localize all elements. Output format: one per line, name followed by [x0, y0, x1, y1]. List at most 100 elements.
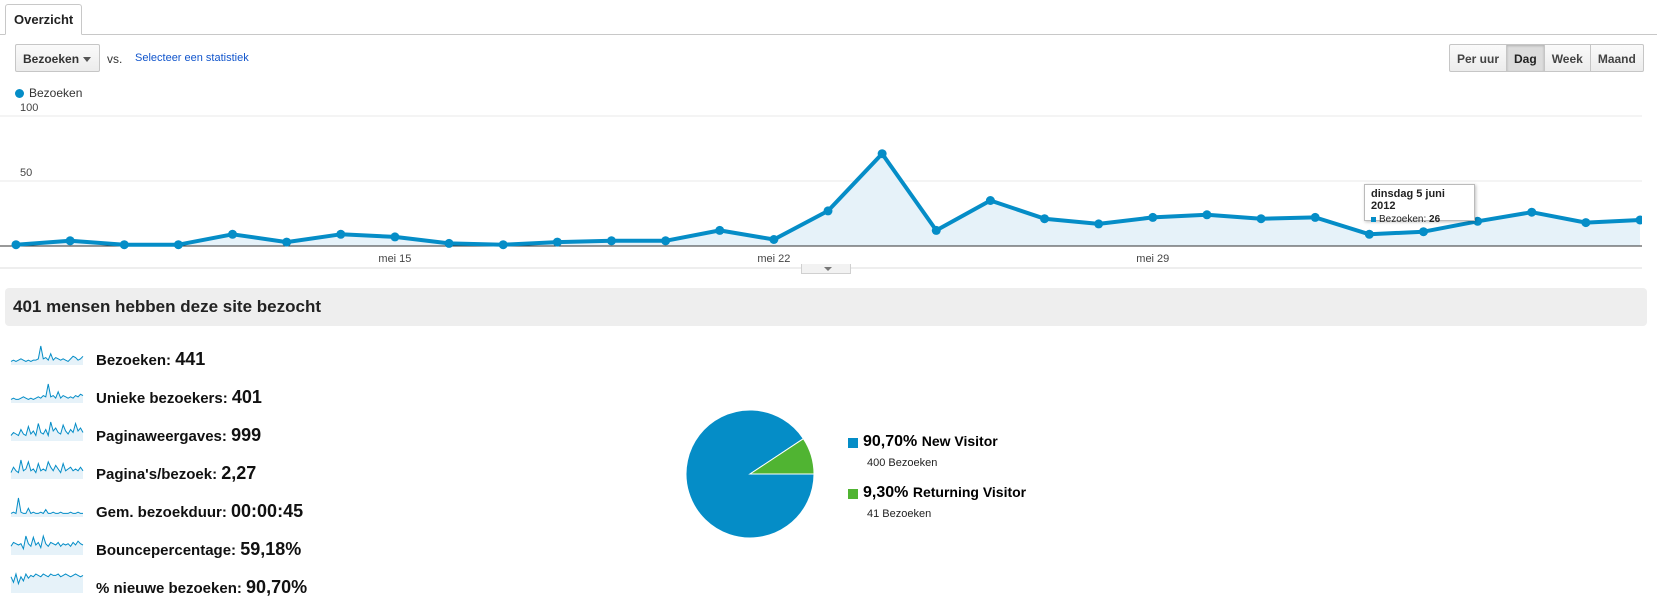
data-point[interactable]	[552, 237, 562, 247]
sparkline-icon	[10, 459, 84, 479]
sparkline-icon	[10, 497, 83, 517]
tooltip-value: 26	[1429, 214, 1441, 225]
tooltip-row: Bezoeken: 26	[1371, 214, 1468, 225]
data-point[interactable]	[1256, 214, 1266, 224]
sparkline-area	[11, 346, 83, 365]
sparkline-area	[11, 574, 83, 593]
chart-tooltip: dinsdag 5 juni 2012 Bezoeken: 26	[1364, 184, 1475, 225]
summary-title: 401 mensen hebben deze site bezocht	[13, 297, 321, 316]
data-point[interactable]	[1364, 229, 1374, 239]
metric-value: 90,70%	[246, 577, 308, 597]
new-visitor-visits: 400 Bezoeken	[867, 457, 938, 469]
chevron-down-icon	[83, 57, 91, 62]
tab-overzicht[interactable]: Overzicht	[5, 4, 83, 35]
select-metric-link[interactable]: Selecteer een statistiek	[135, 52, 249, 64]
chart-collapse-handle[interactable]	[801, 264, 851, 274]
metric-label: Pagina's/bezoek: 2,27	[96, 463, 256, 484]
metric-name: % nieuwe bezoeken:	[96, 580, 242, 597]
sparkline-line	[10, 572, 84, 586]
metric-label: Unieke bezoekers: 401	[96, 387, 262, 408]
sparkline-line	[10, 459, 84, 474]
data-point[interactable]	[1473, 216, 1483, 226]
metric-label: % nieuwe bezoeken: 90,70%	[96, 577, 307, 598]
data-point[interactable]	[1418, 227, 1428, 237]
sparkline-icon	[10, 572, 84, 593]
metric-value: 00:00:45	[231, 501, 304, 521]
metric-name: Bezoeken:	[96, 352, 172, 369]
summary-bar: 401 mensen hebben deze site bezocht	[5, 288, 1647, 326]
data-point[interactable]	[119, 240, 129, 250]
granularity-buttons: Per uur Dag Week Maand	[1449, 44, 1644, 72]
data-point[interactable]	[1202, 210, 1212, 220]
x-tick-label: mei 29	[1136, 253, 1169, 265]
week-button[interactable]: Week	[1544, 44, 1591, 72]
series-area-bezoeken	[16, 153, 1640, 246]
data-point[interactable]	[1635, 215, 1643, 225]
data-point[interactable]	[390, 232, 400, 242]
sparkline-line	[10, 534, 84, 551]
metric-name: Gem. bezoekduur:	[96, 504, 227, 521]
sparkline-area	[11, 384, 83, 403]
sparkline-icon	[10, 421, 84, 441]
metric-label: Bouncepercentage: 59,18%	[96, 539, 301, 560]
sparkline-area	[11, 422, 83, 441]
tooltip-series-name: Bezoeken	[1379, 214, 1424, 225]
data-point[interactable]	[11, 240, 21, 250]
returning-visitor-swatch-icon	[848, 489, 858, 499]
data-point[interactable]	[931, 225, 941, 235]
tab-strip: Overzicht	[0, 0, 1657, 35]
returning-visitor-pct: 9,30% Returning Visitor	[863, 484, 1027, 501]
data-point[interactable]	[1148, 212, 1158, 222]
new-visitor-swatch-icon	[848, 438, 858, 448]
sparkline-line	[10, 497, 83, 515]
new-visitor-pct: 90,70% New Visitor	[863, 433, 998, 450]
vs-label: vs.	[107, 52, 123, 66]
metric-label: Bezoeken: 441	[96, 349, 205, 370]
metric-dropdown[interactable]: Bezoeken	[15, 44, 100, 72]
data-point[interactable]	[444, 238, 454, 248]
y-tick-label: 100	[20, 102, 38, 114]
data-point[interactable]	[65, 236, 75, 246]
metric-name: Bouncepercentage:	[96, 542, 237, 559]
metric-label: Paginaweergaves: 999	[96, 425, 261, 446]
per-uur-button[interactable]: Per uur	[1449, 44, 1508, 72]
data-point[interactable]	[1040, 214, 1050, 224]
metric-dropdown-label: Bezoeken	[23, 52, 80, 66]
legend-dot-icon	[15, 89, 24, 98]
visitor-type-pie-chart[interactable]	[685, 409, 815, 539]
data-point[interactable]	[336, 229, 346, 239]
data-point[interactable]	[1094, 219, 1104, 229]
data-point[interactable]	[1310, 212, 1320, 222]
data-point[interactable]	[228, 229, 238, 239]
data-point[interactable]	[498, 240, 508, 250]
data-point[interactable]	[173, 240, 183, 250]
metric-label: Gem. bezoekduur: 00:00:45	[96, 501, 303, 522]
data-point[interactable]	[985, 196, 995, 205]
data-point[interactable]	[1527, 207, 1537, 217]
sparkline-icon	[10, 534, 84, 555]
data-point[interactable]	[606, 236, 616, 246]
data-point[interactable]	[1581, 218, 1591, 228]
sparkline-icon	[10, 383, 84, 403]
sparkline-line	[10, 383, 84, 400]
tooltip-date: dinsdag 5 juni 2012	[1371, 188, 1445, 212]
data-point[interactable]	[661, 236, 671, 246]
data-point[interactable]	[282, 237, 292, 247]
tooltip-series-icon	[1371, 216, 1376, 222]
maand-button[interactable]: Maand	[1590, 44, 1644, 72]
metric-name: Pagina's/bezoek:	[96, 466, 218, 483]
data-point[interactable]	[715, 225, 725, 235]
triangle-down-icon	[824, 267, 832, 271]
pie-slice-returning-visitor[interactable]	[748, 438, 815, 475]
metric-value: 441	[175, 349, 206, 369]
dag-button[interactable]: Dag	[1507, 44, 1545, 72]
metric-value: 59,18%	[240, 539, 302, 559]
data-point[interactable]	[823, 206, 833, 216]
sparkline-area	[11, 498, 83, 517]
metric-name: Unieke bezoekers:	[96, 390, 228, 407]
chart-legend-label[interactable]: Bezoeken	[29, 86, 83, 100]
data-point[interactable]	[877, 149, 887, 159]
data-point[interactable]	[769, 235, 779, 244]
visits-line-chart[interactable]: 100 50 mei 15 mei 22 mei 29	[0, 100, 1642, 270]
returning-visitor-visits: 41 Bezoeken	[867, 508, 932, 520]
